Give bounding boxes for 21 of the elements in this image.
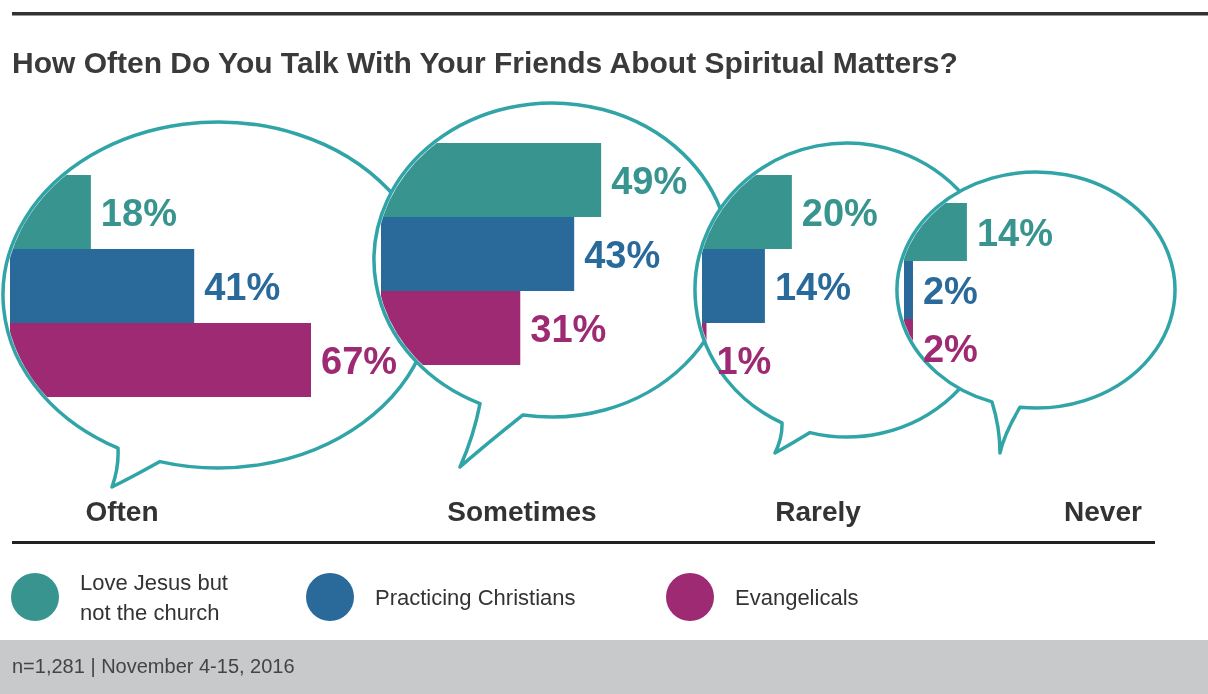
x-axis-title: Never	[1064, 496, 1143, 527]
legend-label: Practicing Christians	[375, 584, 576, 610]
text: n=1,281 | November 4-15, 2016	[12, 655, 295, 677]
x-axis-title: Sometimes	[447, 496, 597, 527]
data-label: 20%	[801, 191, 878, 234]
data-label: 49%	[611, 159, 688, 202]
data-label: 67%	[321, 339, 398, 382]
data-label: 14%	[976, 211, 1053, 254]
data-label: 43%	[584, 233, 661, 276]
legend-label: Love Jesus but not the church	[80, 569, 228, 625]
legend-label: Evangelicals	[735, 584, 859, 610]
x-axis-title: Rarely	[775, 496, 862, 527]
data-label: 1%	[716, 339, 772, 382]
data-label: 41%	[204, 265, 281, 308]
data-label: 31%	[530, 307, 607, 350]
data-label: 18%	[100, 191, 177, 234]
x-axis-title: Often	[85, 496, 159, 527]
data-label: 2%	[922, 269, 978, 312]
data-label: 14%	[774, 265, 851, 308]
text: How Often Do You Talk With Your Friends About Spiritual Matters?	[12, 46, 958, 79]
data-label: 2%	[922, 327, 978, 370]
